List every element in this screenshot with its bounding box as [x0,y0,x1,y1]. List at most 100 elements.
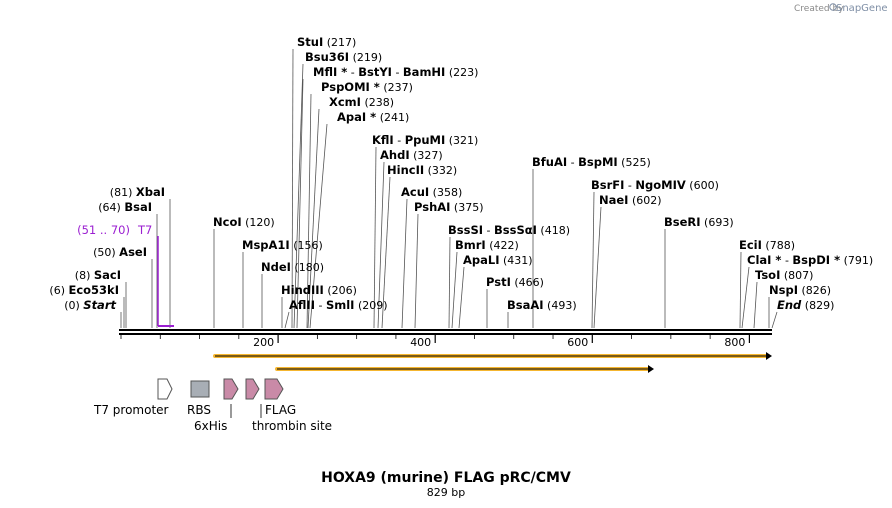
site-label: EciI (788) [739,238,795,252]
site-pspomi[interactable]: PspOMI * (237) [306,80,413,329]
site-position: (829) [801,299,834,312]
site-bsrfi[interactable]: BsrFI - NgoMIV (600) [591,178,719,329]
map-length: 829 bp [427,486,465,499]
site-end[interactable]: End (829) [771,298,834,329]
site-label: BsaAI (493) [507,298,577,312]
feature-flag[interactable]: FLAG [245,378,296,417]
site-naei[interactable]: NaeI (602) [593,193,662,329]
site-hindiii[interactable]: HindIII (206) [281,283,357,328]
site-bsai[interactable]: (64) BsaI [98,200,158,328]
site-name-part: BssSI [448,223,483,237]
primer-range: (51 .. 70) [77,223,130,237]
site-label: AflII - SmlI (209) [289,298,388,312]
site-xbai[interactable]: (81) XbaI [110,185,171,328]
feature-thrombin-site[interactable]: thrombin site [252,378,332,433]
site-name-part: NdeI [261,260,291,274]
site-aflii[interactable]: AflII - SmlI (209) [284,298,388,329]
site-pshai[interactable]: PshAI (375) [414,200,484,329]
primer-name: T7 [137,223,152,237]
primer-t7[interactable]: (51 .. 70) T7 [77,223,174,327]
site-saci[interactable]: (8) SacI [75,268,127,328]
site-kfli[interactable]: KflI - PpuMI (321) [372,133,478,329]
site-name-part: BmrI [455,238,486,252]
site-label: (81) XbaI [110,185,165,199]
site-name-part: HincII [387,163,424,177]
site-apali[interactable]: ApaLI (431) [458,253,533,329]
site-position: (50) [93,246,119,259]
site-psti[interactable]: PstI (466) [486,275,544,328]
site-connector [293,63,304,329]
orf-arrow-2[interactable] [275,365,654,373]
site-label: NdeI (180) [261,260,324,274]
axis-tick-label: 600 [567,336,588,349]
site-bmri[interactable]: BmrI (422) [451,238,519,329]
orf-arrow-1[interactable] [213,352,772,360]
site-apai[interactable]: ApaI * (241) [309,110,409,329]
site-name-part: TsoI [755,268,780,282]
credit-brand: SnapGene [836,3,888,14]
site-position: (826) [798,284,831,297]
site-position: (219) [349,51,382,64]
site-clai[interactable]: ClaI * - BspDI * (791) [741,253,873,329]
site-nspi[interactable]: NspI (826) [768,283,831,328]
site-name-part: AcuI [401,185,429,199]
site-bsssi[interactable]: BssSI - BssSαI (418) [448,223,570,329]
site-ncoi[interactable]: NcoI (120) [213,215,275,328]
site-stui[interactable]: StuI (217) [291,35,356,329]
site-position: (120) [242,216,275,229]
site-bsu36i[interactable]: Bsu36I (219) [293,50,382,329]
feature-6xhis[interactable]: 6xHis [194,378,239,433]
site-name-part: - [483,224,494,237]
site-label: AcuI (358) [401,185,462,199]
site-name-part: ApaLI [463,253,500,267]
site-label: End (829) [777,298,834,312]
site-connector [284,311,290,329]
site-position: (693) [701,216,734,229]
site-name-part: BsaAI [507,298,544,312]
site-name-part: Bsu36I [305,50,349,64]
site-position: (466) [511,276,544,289]
site-connector [291,48,294,329]
site-connector [309,123,328,329]
site-hincii[interactable]: HincII (332) [381,163,457,329]
site-xcmi[interactable]: XcmI (238) [307,95,394,329]
site-name-part: XcmI [329,95,361,109]
site-name-part: - [392,66,403,79]
site-label: BsrFI - NgoMIV (600) [591,178,719,192]
site-label: ApaLI (431) [463,253,533,267]
site-bseri[interactable]: BseRI (693) [664,215,734,328]
site-position: (237) [380,81,413,94]
site-position: (422) [486,239,519,252]
site-connector [306,93,312,329]
site-position: (525) [618,156,651,169]
site-start[interactable]: (0) Start [64,298,122,328]
site-name-part: BspMI [578,155,618,169]
feature-t7-promoter[interactable]: T7 promoter [93,378,173,417]
axis-tick-label: 400 [410,336,431,349]
axis-tick-label: 800 [724,336,745,349]
site-ahdi[interactable]: AhdI (327) [377,148,443,329]
site-tsoi[interactable]: TsoI (807) [753,268,813,329]
site-bfuai[interactable]: BfuAI - BspMI (525) [532,155,651,328]
site-mspa1i[interactable]: MspA1I (156) [242,238,323,328]
site-label: BssSI - BssSαI (418) [448,223,570,237]
site-name-part: MflI * [313,65,347,79]
feature-label: T7 promoter [93,403,169,417]
site-name-part: AflII [289,298,315,312]
site-label: ClaI * - BspDI * (791) [747,253,873,267]
site-asei[interactable]: (50) AseI [93,245,153,328]
site-ndei[interactable]: NdeI (180) [261,260,324,328]
site-mfli[interactable]: MflI * - BstYI - BamHI (223) [296,65,478,329]
feature-rbs[interactable]: RBS [187,380,211,417]
site-label: PshAI (375) [414,200,484,214]
site-acui[interactable]: AcuI (358) [401,185,462,329]
axis-ticks: 200 400 600 800 [120,334,751,349]
site-name-part: BseRI [664,215,701,229]
site-ecii[interactable]: EciI (788) [739,238,795,329]
site-label: (8) SacI [75,268,121,282]
site-label: (0) Start [64,298,116,312]
site-eco53ki[interactable]: (6) Eco53kI [49,283,125,328]
site-bsaai[interactable]: BsaAI (493) [507,298,577,328]
site-connector [401,198,408,329]
site-name-part: BamHI [403,65,445,79]
